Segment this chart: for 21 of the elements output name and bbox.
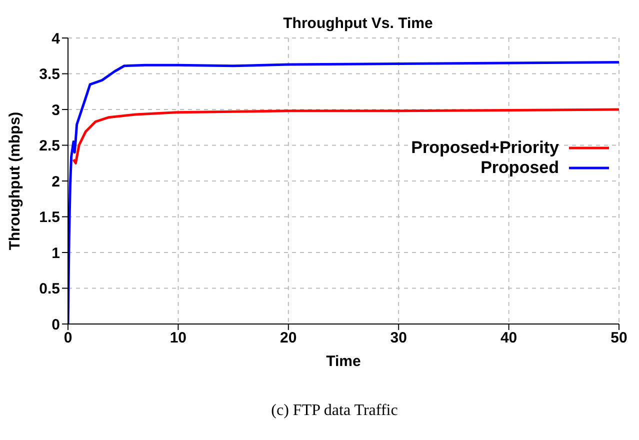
x-tick-label: 0 [64, 330, 72, 347]
legend-label: Proposed+Priority [411, 138, 559, 158]
chart-title: Throughput Vs. Time [283, 15, 433, 32]
legend-label: Proposed [480, 158, 559, 178]
x-tick-label: 50 [610, 330, 628, 347]
y-tick-label: 2.5 [39, 138, 60, 155]
y-tick-label: 1.5 [39, 209, 60, 226]
y-tick-label: 3.5 [39, 66, 60, 84]
y-tick-label: 0.5 [39, 280, 60, 298]
y-axis-title: Throughput (mbps) [6, 112, 24, 250]
text: (c) FTP data Traffic [270, 402, 399, 420]
y-tick-label: 4 [52, 30, 61, 48]
y-tick-label: 2 [52, 173, 60, 190]
y-tick-label: 0 [52, 316, 60, 334]
x-tick-label: 10 [170, 330, 187, 347]
y-tick-label: 1 [52, 244, 60, 262]
x-tick-label: 30 [390, 330, 407, 347]
x-axis-title: Time [326, 353, 361, 370]
y-tick-label: 3 [52, 102, 60, 119]
x-tick-label: 20 [280, 330, 297, 347]
x-tick-label: 40 [500, 330, 518, 347]
